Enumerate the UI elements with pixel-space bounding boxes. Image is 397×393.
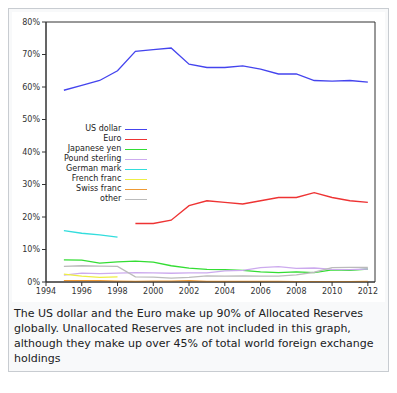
html-text:German mark: German mark: [66, 164, 122, 173]
svg-text:1996: 1996: [72, 287, 92, 296]
html-text:French franc: French franc: [71, 174, 122, 183]
svg-text:10%: 10%: [22, 245, 40, 254]
svg-text:2002: 2002: [179, 287, 199, 296]
html-text:other: other: [100, 194, 122, 203]
html-text:US dollar: US dollar: [85, 124, 122, 133]
svg-text:70%: 70%: [22, 50, 40, 59]
svg-text:0%: 0%: [27, 278, 40, 287]
svg-text:2004: 2004: [215, 287, 235, 296]
html-text:Euro: Euro: [103, 134, 122, 143]
html-text:Japanese yen: Japanese yen: [67, 144, 122, 153]
svg-text:50%: 50%: [22, 115, 40, 124]
svg-text:2000: 2000: [143, 287, 163, 296]
svg-text:80%: 80%: [22, 18, 40, 27]
svg-text:2012: 2012: [358, 287, 378, 296]
svg-text:1998: 1998: [107, 287, 127, 296]
html-text:Swiss franc: Swiss franc: [76, 184, 122, 193]
html-text:The US dollar and the Euro mak: The US dollar and the Euro make up 90% o…: [14, 307, 374, 365]
svg-text:1994: 1994: [36, 287, 56, 296]
svg-text:40%: 40%: [22, 148, 40, 157]
svg-text:2010: 2010: [322, 287, 342, 296]
svg-text:2008: 2008: [286, 287, 306, 296]
html-text:Pound sterling: Pound sterling: [64, 154, 122, 163]
svg-text:60%: 60%: [22, 83, 40, 92]
svg-text:2006: 2006: [250, 287, 270, 296]
svg-text:20%: 20%: [22, 213, 40, 222]
svg-text:30%: 30%: [22, 180, 40, 189]
